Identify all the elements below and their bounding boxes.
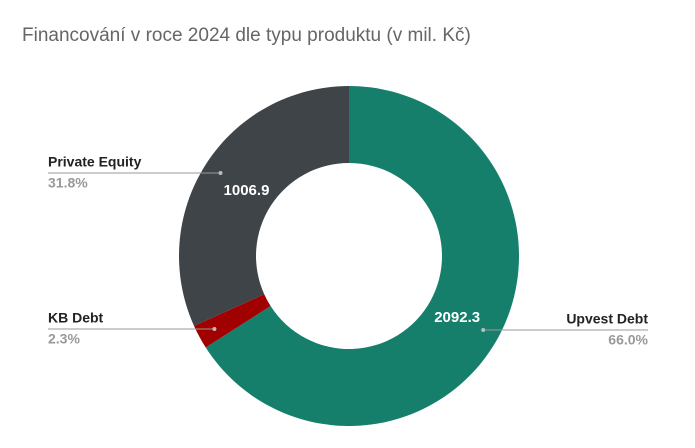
leader-dot <box>212 327 217 331</box>
value-label: 2092.3 <box>434 309 480 326</box>
donut-slice <box>194 294 271 348</box>
leader-dot <box>481 328 486 332</box>
legend-label: Upvest Debt <box>566 311 648 327</box>
percent-label: 2.3% <box>48 331 80 347</box>
percent-label: 31.8% <box>48 175 88 191</box>
leader-dot <box>218 171 223 175</box>
donut-slice <box>205 86 520 427</box>
legend-label: KB Debt <box>48 310 104 326</box>
chart-title: Financování v roce 2024 dle typu produkt… <box>22 25 471 46</box>
legend-label: Private Equity <box>48 154 142 170</box>
percent-label: 66.0% <box>608 332 648 348</box>
donut-slice <box>179 86 349 326</box>
value-label: 1006.9 <box>224 182 270 199</box>
